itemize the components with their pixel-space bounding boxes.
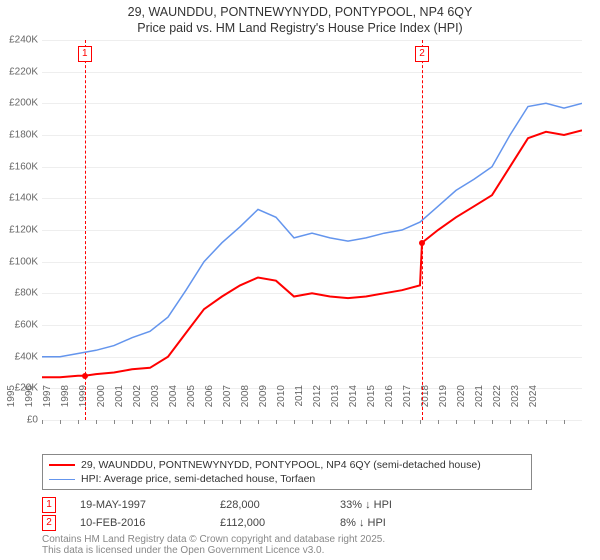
legend-label-hpi: HPI: Average price, semi-detached house,… bbox=[81, 473, 315, 485]
legend-item-hpi: HPI: Average price, semi-detached house,… bbox=[49, 472, 525, 486]
y-axis-label: £240K bbox=[9, 35, 38, 46]
y-axis-label: £160K bbox=[9, 161, 38, 172]
chart-title: 29, WAUNDDU, PONTNEWYNYDD, PONTYPOOL, NP… bbox=[0, 0, 600, 37]
series-price_paid bbox=[42, 130, 582, 377]
legend-swatch-hpi bbox=[49, 479, 75, 480]
legend: 29, WAUNDDU, PONTNEWYNYDD, PONTYPOOL, NP… bbox=[42, 454, 532, 490]
sale-date: 10-FEB-2016 bbox=[80, 517, 220, 529]
y-axis-label: £120K bbox=[9, 225, 38, 236]
sale-price: £112,000 bbox=[220, 517, 340, 529]
sale-relative: 33% ↓ HPI bbox=[340, 499, 440, 511]
y-axis-label: £40K bbox=[15, 351, 38, 362]
y-axis-label: £100K bbox=[9, 256, 38, 267]
footer-line-2: This data is licensed under the Open Gov… bbox=[42, 545, 385, 556]
x-axis-label: 1995 bbox=[6, 385, 17, 425]
plot-area: £0£20K£40K£60K£80K£100K£120K£140K£160K£1… bbox=[42, 40, 582, 421]
sale-relative: 8% ↓ HPI bbox=[340, 517, 440, 529]
x-tick bbox=[564, 420, 565, 424]
legend-item-price: 29, WAUNDDU, PONTNEWYNYDD, PONTYPOOL, NP… bbox=[49, 458, 525, 472]
series-hpi bbox=[42, 103, 582, 356]
title-line-1: 29, WAUNDDU, PONTNEWYNYDD, PONTYPOOL, NP… bbox=[0, 4, 600, 20]
sale-row-marker: 1 bbox=[42, 497, 56, 513]
sale-row: 2 10-FEB-2016£112,0008% ↓ HPI bbox=[42, 514, 440, 532]
footer-attribution: Contains HM Land Registry data © Crown c… bbox=[42, 534, 385, 556]
sale-row-marker: 2 bbox=[42, 515, 56, 531]
y-axis-label: £80K bbox=[15, 288, 38, 299]
y-axis-label: £60K bbox=[15, 320, 38, 331]
sales-table: 1 19-MAY-1997£28,00033% ↓ HPI 2 10-FEB-2016… bbox=[42, 496, 440, 532]
sale-date: 19-MAY-1997 bbox=[80, 499, 220, 511]
sale-row: 1 19-MAY-1997£28,00033% ↓ HPI bbox=[42, 496, 440, 514]
chart-container: 29, WAUNDDU, PONTNEWYNYDD, PONTYPOOL, NP… bbox=[0, 0, 600, 560]
y-axis-label: £220K bbox=[9, 66, 38, 77]
line-layer bbox=[42, 40, 582, 420]
x-tick bbox=[546, 420, 547, 424]
legend-swatch-price bbox=[49, 464, 75, 466]
legend-label-price: 29, WAUNDDU, PONTNEWYNYDD, PONTYPOOL, NP… bbox=[81, 459, 481, 471]
y-axis-label: £180K bbox=[9, 130, 38, 141]
title-line-2: Price paid vs. HM Land Registry's House … bbox=[0, 20, 600, 36]
x-axis-label: 1996 bbox=[24, 385, 35, 425]
sale-price: £28,000 bbox=[220, 499, 340, 511]
y-axis-label: £140K bbox=[9, 193, 38, 204]
footer-line-1: Contains HM Land Registry data © Crown c… bbox=[42, 534, 385, 545]
y-axis-label: £200K bbox=[9, 98, 38, 109]
